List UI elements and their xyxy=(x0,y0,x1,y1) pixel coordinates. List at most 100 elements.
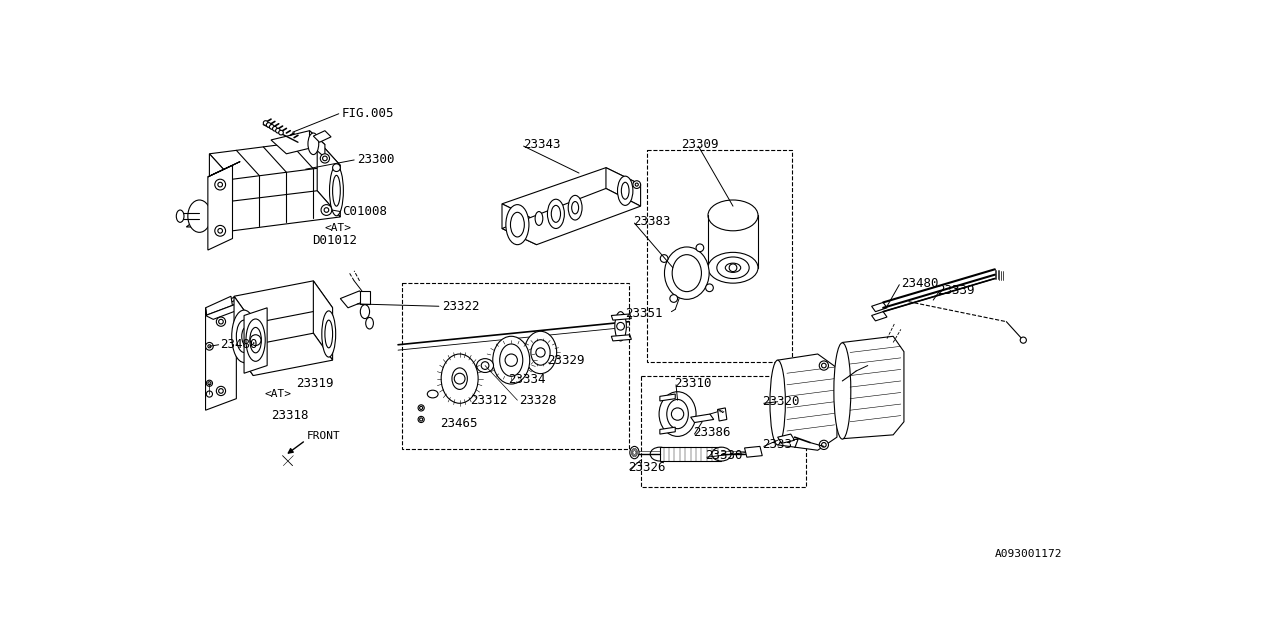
Circle shape xyxy=(270,125,274,129)
Ellipse shape xyxy=(428,390,438,398)
Polygon shape xyxy=(187,206,233,227)
Ellipse shape xyxy=(548,199,564,228)
Circle shape xyxy=(506,354,517,366)
Circle shape xyxy=(536,348,545,357)
Ellipse shape xyxy=(506,205,529,244)
Polygon shape xyxy=(271,131,325,154)
Circle shape xyxy=(215,179,225,190)
Ellipse shape xyxy=(572,202,579,214)
Circle shape xyxy=(333,164,340,172)
Text: 23319: 23319 xyxy=(296,377,333,390)
Text: FRONT: FRONT xyxy=(307,431,340,442)
Text: 23328: 23328 xyxy=(518,394,557,406)
Text: D01012: D01012 xyxy=(312,234,357,247)
Ellipse shape xyxy=(308,133,319,155)
Ellipse shape xyxy=(614,312,626,341)
Circle shape xyxy=(617,323,625,330)
Circle shape xyxy=(206,391,212,397)
Ellipse shape xyxy=(617,176,632,205)
Polygon shape xyxy=(207,161,241,177)
Polygon shape xyxy=(872,303,887,312)
Circle shape xyxy=(822,442,826,447)
Polygon shape xyxy=(210,154,233,231)
Text: 23480: 23480 xyxy=(901,276,938,290)
Polygon shape xyxy=(310,131,325,157)
Polygon shape xyxy=(660,394,676,401)
Ellipse shape xyxy=(361,305,370,319)
Polygon shape xyxy=(502,168,640,221)
Polygon shape xyxy=(234,333,333,376)
Circle shape xyxy=(266,123,271,127)
Text: 23343: 23343 xyxy=(524,138,561,151)
Circle shape xyxy=(419,405,424,411)
Ellipse shape xyxy=(667,399,689,429)
Ellipse shape xyxy=(632,449,636,456)
Text: 23339: 23339 xyxy=(937,284,974,298)
Text: 23465: 23465 xyxy=(440,417,477,430)
Polygon shape xyxy=(317,140,340,217)
Text: 23322: 23322 xyxy=(442,300,480,313)
Circle shape xyxy=(218,228,223,233)
Polygon shape xyxy=(605,168,640,206)
Ellipse shape xyxy=(630,447,639,459)
Ellipse shape xyxy=(717,257,749,278)
Circle shape xyxy=(730,264,737,271)
Ellipse shape xyxy=(552,205,561,222)
Text: 23337: 23337 xyxy=(763,438,800,451)
Polygon shape xyxy=(206,304,237,410)
Ellipse shape xyxy=(325,320,333,348)
Ellipse shape xyxy=(452,368,467,389)
Ellipse shape xyxy=(232,310,256,362)
Ellipse shape xyxy=(771,360,786,445)
Text: 23383: 23383 xyxy=(632,215,671,228)
Ellipse shape xyxy=(525,332,557,374)
Circle shape xyxy=(219,388,223,393)
Circle shape xyxy=(705,284,713,292)
Polygon shape xyxy=(234,281,333,323)
Ellipse shape xyxy=(242,327,251,346)
Circle shape xyxy=(454,373,465,384)
Circle shape xyxy=(216,387,225,396)
Circle shape xyxy=(696,244,704,252)
Ellipse shape xyxy=(476,358,494,372)
Text: 23330: 23330 xyxy=(705,449,742,462)
Polygon shape xyxy=(206,296,237,342)
Ellipse shape xyxy=(188,200,211,232)
Text: C01008: C01008 xyxy=(343,205,388,218)
Ellipse shape xyxy=(568,195,582,220)
Bar xyxy=(660,447,722,461)
Ellipse shape xyxy=(237,320,252,353)
Polygon shape xyxy=(314,281,333,360)
Polygon shape xyxy=(234,296,253,376)
Circle shape xyxy=(635,183,639,186)
Text: <AT>: <AT> xyxy=(325,223,352,233)
Polygon shape xyxy=(502,204,536,244)
Circle shape xyxy=(215,225,225,236)
Text: 23309: 23309 xyxy=(681,138,718,151)
Text: 23329: 23329 xyxy=(547,354,584,367)
Circle shape xyxy=(206,380,212,387)
Polygon shape xyxy=(207,165,233,250)
Circle shape xyxy=(1020,337,1027,343)
Bar xyxy=(640,376,806,487)
Text: 23320: 23320 xyxy=(763,396,800,408)
Circle shape xyxy=(672,408,684,420)
Ellipse shape xyxy=(631,449,637,457)
Polygon shape xyxy=(612,314,631,320)
Polygon shape xyxy=(206,304,244,319)
Polygon shape xyxy=(244,308,268,373)
Circle shape xyxy=(324,208,329,212)
Circle shape xyxy=(207,345,211,348)
Polygon shape xyxy=(206,308,211,396)
Polygon shape xyxy=(778,434,795,444)
Polygon shape xyxy=(502,188,640,244)
Text: 23386: 23386 xyxy=(692,426,731,439)
Ellipse shape xyxy=(333,175,340,206)
Text: 23310: 23310 xyxy=(675,377,712,390)
Bar xyxy=(646,150,791,362)
Polygon shape xyxy=(718,408,727,421)
Circle shape xyxy=(420,406,422,410)
Polygon shape xyxy=(778,354,837,451)
Text: 23351: 23351 xyxy=(625,307,663,321)
Circle shape xyxy=(218,182,223,187)
